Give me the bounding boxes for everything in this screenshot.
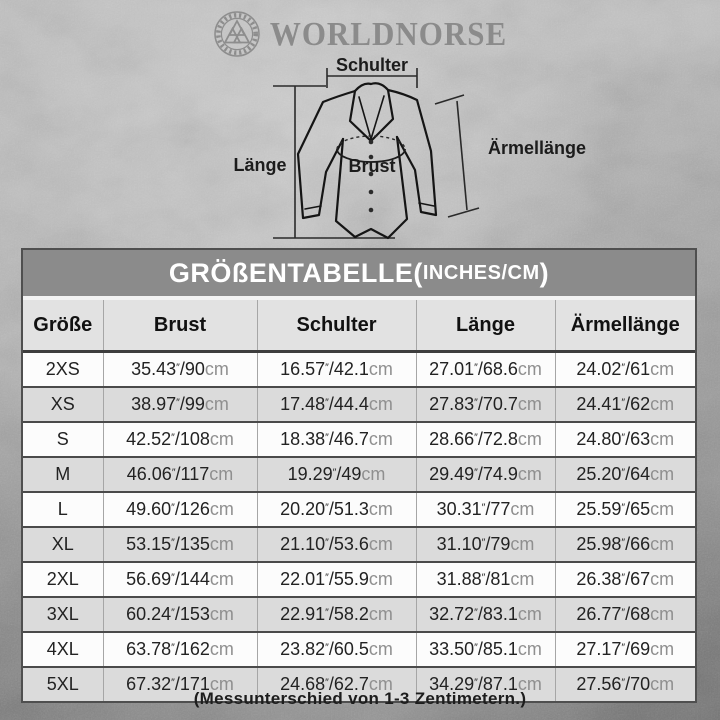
column-header-4: Ärmellänge bbox=[554, 300, 695, 353]
measure-cell: 25.59″/65cm bbox=[554, 492, 695, 528]
size-cell: S bbox=[23, 422, 103, 458]
brust-diagram-label: Brust bbox=[348, 156, 395, 176]
table-body: 2XS 35.43″/90cm 16.57″/42.1cm 27.01″/68.6cm… bbox=[23, 351, 695, 701]
size-cell: XS bbox=[23, 387, 103, 423]
measure-cell: 19.29″/49cm bbox=[256, 457, 416, 493]
column-header-2: Schulter bbox=[256, 300, 416, 353]
table-row: 3XL 60.24″/153cm 22.91″/58.2cm 32.72″/83.1c… bbox=[23, 597, 695, 633]
measure-cell: 32.72″/83.1cm bbox=[415, 597, 555, 633]
measure-cell: 53.15″/135cm bbox=[102, 527, 257, 563]
measure-cell: 20.20″/51.3cm bbox=[256, 492, 416, 528]
size-cell: XL bbox=[23, 527, 103, 563]
measure-cell: 24.80″/63cm bbox=[554, 422, 695, 458]
shirt-measurement-diagram: Schulter Länge Ärmellänge bbox=[233, 55, 586, 240]
table-row: L 49.60″/126cm 20.20″/51.3cm 30.31″/77cm 25.… bbox=[23, 492, 695, 528]
size-cell: 2XS bbox=[23, 351, 103, 388]
table-row: M 46.06″/117cm 19.29″/49cm 29.49″/74.9cm 25.… bbox=[23, 457, 695, 493]
size-cell: 2XL bbox=[23, 562, 103, 598]
measure-cell: 26.38″/67cm bbox=[554, 562, 695, 598]
measure-cell: 24.41″/62cm bbox=[554, 387, 695, 423]
table-row: 2XS 35.43″/90cm 16.57″/42.1cm 27.01″/68.6cm… bbox=[23, 351, 695, 388]
measure-cell: 16.57″/42.1cm bbox=[256, 351, 416, 388]
column-header-0: Größe bbox=[23, 300, 103, 353]
measure-cell: 49.60″/126cm bbox=[102, 492, 257, 528]
schulter-diagram-label: Schulter bbox=[336, 55, 408, 75]
column-header-3: Länge bbox=[415, 300, 555, 353]
size-cell: M bbox=[23, 457, 103, 493]
size-table-title: GRÖßENTABELLE(INCHES/CM) bbox=[23, 250, 695, 296]
measurement-disclaimer: (Messunterschied von 1-3 Zentimetern.) bbox=[193, 689, 527, 708]
title-main-text: GRÖßENTABELLE( bbox=[168, 257, 423, 288]
table-row: 2XL 56.69″/144cm 22.01″/55.9cm 31.88″/81cm 2… bbox=[23, 562, 695, 598]
measure-cell: 21.10″/53.6cm bbox=[256, 527, 416, 563]
size-cell: 3XL bbox=[23, 597, 103, 633]
shirt-buttons bbox=[368, 139, 374, 213]
aermellaenge-diagram-label: Ärmellänge bbox=[488, 138, 586, 158]
measure-cell: 35.43″/90cm bbox=[102, 351, 257, 388]
measure-cell: 31.88″/81cm bbox=[415, 562, 555, 598]
measure-cell: 25.98″/66cm bbox=[554, 527, 695, 563]
title-close-paren: ) bbox=[539, 257, 550, 288]
measure-cell: 33.50″/85.1cm bbox=[415, 632, 555, 668]
measure-cell: 22.01″/55.9cm bbox=[256, 562, 416, 598]
measure-cell: 30.31″/77cm bbox=[415, 492, 555, 528]
title-unit-text: INCHES/CM bbox=[422, 261, 540, 284]
measure-cell: 24.02″/61cm bbox=[554, 351, 695, 388]
measure-cell: 46.06″/117cm bbox=[102, 457, 257, 493]
table-row: 4XL 63.78″/162cm 23.82″/60.5cm 33.50″/85.1c… bbox=[23, 632, 695, 668]
measure-cell: 42.52″/108cm bbox=[102, 422, 257, 458]
measure-cell: 26.77″/68cm bbox=[554, 597, 695, 633]
laenge-diagram-label: Länge bbox=[233, 155, 286, 175]
measure-cell: 17.48″/44.4cm bbox=[256, 387, 416, 423]
measure-cell: 56.69″/144cm bbox=[102, 562, 257, 598]
size-table-panel: GRÖßENTABELLE(INCHES/CM) Größe Brust Schul… bbox=[21, 248, 697, 703]
measure-cell: 63.78″/162cm bbox=[102, 632, 257, 668]
measure-cell: 28.66″/72.8cm bbox=[415, 422, 555, 458]
size-table: Größe Brust Schulter Länge Ärmellänge 2XS 35.… bbox=[23, 300, 695, 701]
table-header-row: Größe Brust Schulter Länge Ärmellänge bbox=[23, 300, 695, 353]
measure-cell: 27.83″/70.7cm bbox=[415, 387, 555, 423]
table-row: XS 38.97″/99cm 17.48″/44.4cm 27.83″/70.7cm 2… bbox=[23, 387, 695, 423]
column-header-1: Brust bbox=[102, 300, 257, 353]
measure-cell: 29.49″/74.9cm bbox=[415, 457, 555, 493]
measure-cell: 27.17″/69cm bbox=[554, 632, 695, 668]
measure-cell: 38.97″/99cm bbox=[102, 387, 257, 423]
measure-cell: 31.10″/79cm bbox=[415, 527, 555, 563]
table-row: XL 53.15″/135cm 21.10″/53.6cm 31.10″/79cm 25… bbox=[23, 527, 695, 563]
size-cell: L bbox=[23, 492, 103, 528]
measure-cell: 22.91″/58.2cm bbox=[256, 597, 416, 633]
measure-cell: 60.24″/153cm bbox=[102, 597, 257, 633]
size-cell: 4XL bbox=[23, 632, 103, 668]
measure-cell: 23.82″/60.5cm bbox=[256, 632, 416, 668]
measure-cell: 18.38″/46.7cm bbox=[256, 422, 416, 458]
table-row: S 42.52″/108cm 18.38″/46.7cm 28.66″/72.8cm 2… bbox=[23, 422, 695, 458]
aermellaenge-measure-line bbox=[434, 94, 480, 218]
brand-name: WORLDNORSE bbox=[269, 14, 508, 53]
measure-cell: 27.01″/68.6cm bbox=[415, 351, 555, 388]
measure-cell: 25.20″/64cm bbox=[554, 457, 695, 493]
